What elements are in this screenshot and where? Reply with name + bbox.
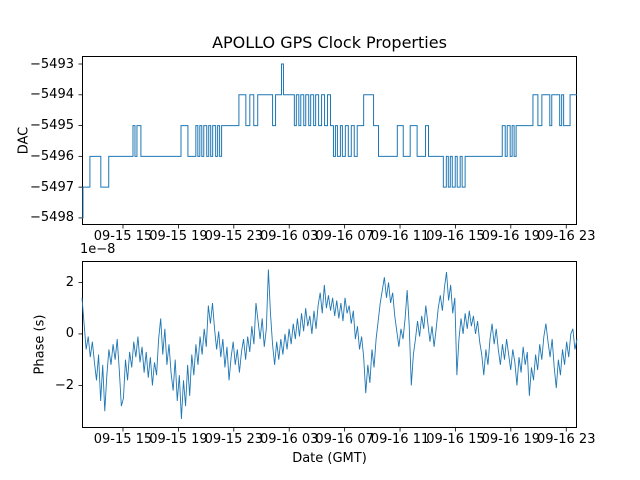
dac-subplot (78, 56, 577, 229)
x-tick-label: 09-16 15 (426, 432, 485, 447)
dac-step-line (82, 63, 577, 219)
y-tick-label: 0 (65, 326, 74, 342)
x-tick-label: 09-16 07 (315, 432, 374, 447)
x-tick-label: 09-16 11 (370, 229, 430, 244)
x-tick-label: 09-16 23 (537, 432, 596, 447)
x-tick-label: 09-15 19 (149, 229, 208, 244)
x-tick-label: 09-16 23 (537, 229, 596, 244)
x-tick-label: 09-15 19 (149, 432, 208, 447)
x-tick-label: 09-16 19 (481, 432, 541, 447)
x-tick-label: 09-16 03 (259, 229, 319, 244)
y-tick-label: −5495 (30, 118, 74, 134)
phase-y-axis-label: Phase (s) (32, 314, 48, 375)
phase-offset-exponent-label: 1e−8 (80, 242, 116, 257)
x-tick-label: 09-16 03 (259, 432, 319, 447)
x-tick-label: 09-15 15 (93, 229, 153, 244)
x-tick-label: 09-15 15 (93, 432, 153, 447)
y-tick-label: −5497 (30, 179, 74, 195)
y-tick-label: 2 (65, 274, 74, 290)
x-tick-label: 09-16 11 (370, 432, 430, 447)
y-tick-label: −5493 (30, 56, 74, 72)
y-tick-label: −2 (54, 377, 74, 393)
chart-title: APOLLO GPS Clock Properties (212, 33, 447, 52)
x-tick-label: 09-16 07 (315, 229, 374, 244)
y-tick-label: −5498 (30, 210, 74, 226)
x-axis-label: Date (GMT) (292, 451, 367, 466)
x-tick-label: 09-15 23 (204, 432, 264, 447)
y-tick-label: −5496 (30, 148, 74, 164)
x-tick-label: 09-16 15 (426, 229, 485, 244)
phase-line (81, 269, 578, 420)
x-tick-label: 09-16 19 (481, 229, 541, 244)
y-tick-label: −5494 (30, 87, 74, 103)
x-tick-label: 09-15 23 (204, 229, 264, 244)
phase-subplot (78, 261, 578, 432)
